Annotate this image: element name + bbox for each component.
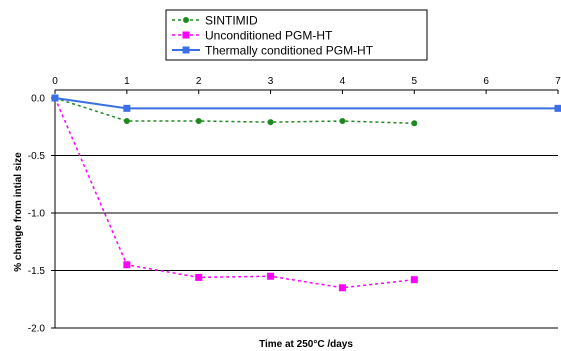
grid-lines xyxy=(55,155,558,329)
x-ticks: 0 1 2 3 4 5 6 7 xyxy=(52,76,561,94)
x-axis-title: Time at 250°C /days xyxy=(259,339,353,350)
data-point xyxy=(338,284,346,292)
data-point xyxy=(339,118,346,124)
legend-box xyxy=(165,9,428,61)
series-line xyxy=(54,97,415,289)
x-tick-label: 7 xyxy=(555,76,561,87)
series-line xyxy=(54,97,415,125)
axes xyxy=(54,89,558,328)
y-axis-title: % change from intial size xyxy=(13,152,24,272)
legend-swatch-marker xyxy=(182,46,190,54)
series-group xyxy=(51,94,561,292)
y-tick-label: -2.0 xyxy=(28,324,46,335)
data-point xyxy=(410,276,418,284)
x-tick-label: 5 xyxy=(412,76,418,87)
x-tick-label: 1 xyxy=(124,76,130,87)
y-tick-label: -1.0 xyxy=(28,209,46,220)
legend-label: Unconditioned PGM-HT xyxy=(205,29,333,43)
data-point xyxy=(123,104,131,112)
x-tick-label: 6 xyxy=(483,76,489,87)
data-point xyxy=(267,272,275,280)
y-ticks: 0.0 -0.5 -1.0 -1.5 -2.0 xyxy=(28,94,55,335)
x-tick-label: 2 xyxy=(196,76,202,87)
data-point xyxy=(195,273,203,281)
data-point xyxy=(123,118,130,124)
data-point xyxy=(554,104,561,112)
data-point xyxy=(267,119,274,126)
y-tick-label: 0.0 xyxy=(31,94,45,105)
legend-swatch-marker xyxy=(182,31,190,39)
y-tick-label: -1.5 xyxy=(28,266,46,277)
x-tick-label: 0 xyxy=(52,76,58,87)
data-point xyxy=(411,120,418,127)
data-point xyxy=(123,261,131,269)
x-tick-label: 4 xyxy=(340,76,346,87)
data-point xyxy=(195,118,202,124)
legend-label: SINTIMID xyxy=(205,14,258,28)
x-tick-label: 3 xyxy=(268,76,274,87)
legend-label: Thermally conditioned PGM-HT xyxy=(205,44,374,58)
series-line xyxy=(54,97,558,110)
y-tick-label: -0.5 xyxy=(28,151,46,162)
legend-swatch-marker xyxy=(183,17,189,23)
data-point xyxy=(51,94,59,102)
